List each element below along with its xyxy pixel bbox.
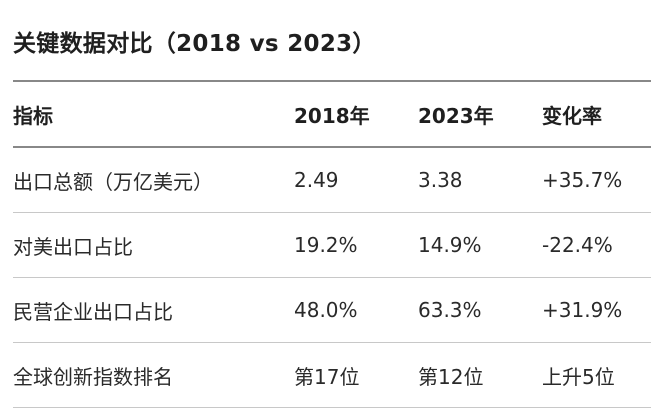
value-2018: 2.49 (294, 147, 418, 213)
value-2018: 19.2% (294, 212, 418, 278)
table-row: 对美出口占比 19.2% 14.9% -22.4% (13, 212, 651, 278)
header-change-rate: 变化率 (542, 80, 651, 148)
change-rate: -22.4% (542, 212, 651, 278)
table-row: 全球创新指数排名 第17位 第12位 上升5位 (13, 342, 651, 408)
value-2018: 48.0% (294, 277, 418, 343)
table-row: 出口总额（万亿美元） 2.49 3.38 +35.7% (13, 147, 651, 213)
comparison-table: 指标 2018年 2023年 变化率 出口总额（万亿美元） 2.49 3.38 … (13, 80, 651, 408)
row-label: 民营企业出口占比 (13, 277, 294, 343)
change-rate: 上升5位 (542, 342, 651, 408)
change-rate: +35.7% (542, 147, 651, 213)
value-2023: 14.9% (418, 212, 542, 278)
value-2023: 3.38 (418, 147, 542, 213)
header-2018: 2018年 (294, 80, 418, 148)
row-label: 全球创新指数排名 (13, 342, 294, 408)
change-rate: +31.9% (542, 277, 651, 343)
header-2023: 2023年 (418, 80, 542, 148)
table-row: 民营企业出口占比 48.0% 63.3% +31.9% (13, 277, 651, 343)
page-title: 关键数据对比（2018 vs 2023） (13, 31, 376, 57)
value-2023: 第12位 (418, 342, 542, 408)
table-header-row: 指标 2018年 2023年 变化率 (13, 80, 651, 148)
value-2023: 63.3% (418, 277, 542, 343)
header-indicator: 指标 (13, 80, 294, 148)
row-label: 出口总额（万亿美元） (13, 147, 294, 213)
row-label: 对美出口占比 (13, 212, 294, 278)
value-2018: 第17位 (294, 342, 418, 408)
